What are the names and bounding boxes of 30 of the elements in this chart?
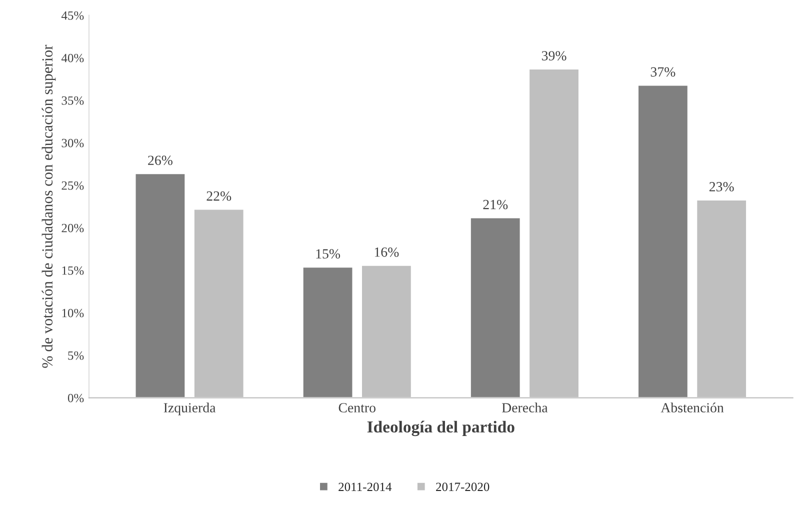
y-tick-label: 40% (61, 54, 84, 62)
y-tick-label: 30% (62, 138, 84, 148)
bar (637, 84, 689, 398)
legend-label: 2017-2020 (436, 482, 490, 492)
data-label: 15% (316, 249, 340, 259)
y-tick-label: 45% (61, 11, 84, 20)
y-axis-title: % de votación de ciudadanos con educación superior (42, 44, 56, 368)
data-label: 23% (709, 182, 734, 192)
y-tick-label: 5% (68, 351, 84, 360)
y-tick-label: 20% (62, 224, 84, 232)
bar (470, 216, 522, 398)
x-tick-label: Izquierda (164, 402, 216, 416)
y-tick-label: 25% (62, 181, 84, 190)
x-tick-label: Centro (338, 403, 376, 412)
legend-label: 2011-2014 (338, 482, 392, 492)
data-label: 37% (650, 67, 676, 77)
y-tick-label: 0% (68, 394, 84, 402)
data-label: 16% (374, 247, 399, 257)
y-tick-label: 35% (62, 96, 84, 105)
x-axis-title: Ideología del partido (367, 420, 514, 436)
y-tick-label: 15% (62, 266, 84, 275)
x-tick-label: Derecha (502, 402, 548, 412)
data-label: 26% (148, 156, 172, 166)
data-label: 22% (206, 191, 232, 201)
x-tick-label: Abstención (660, 402, 724, 412)
data-label: 21% (483, 200, 508, 210)
y-tick-label: 10% (62, 308, 84, 318)
bar (302, 266, 354, 398)
data-label: 39% (542, 51, 566, 61)
bar (134, 172, 186, 398)
